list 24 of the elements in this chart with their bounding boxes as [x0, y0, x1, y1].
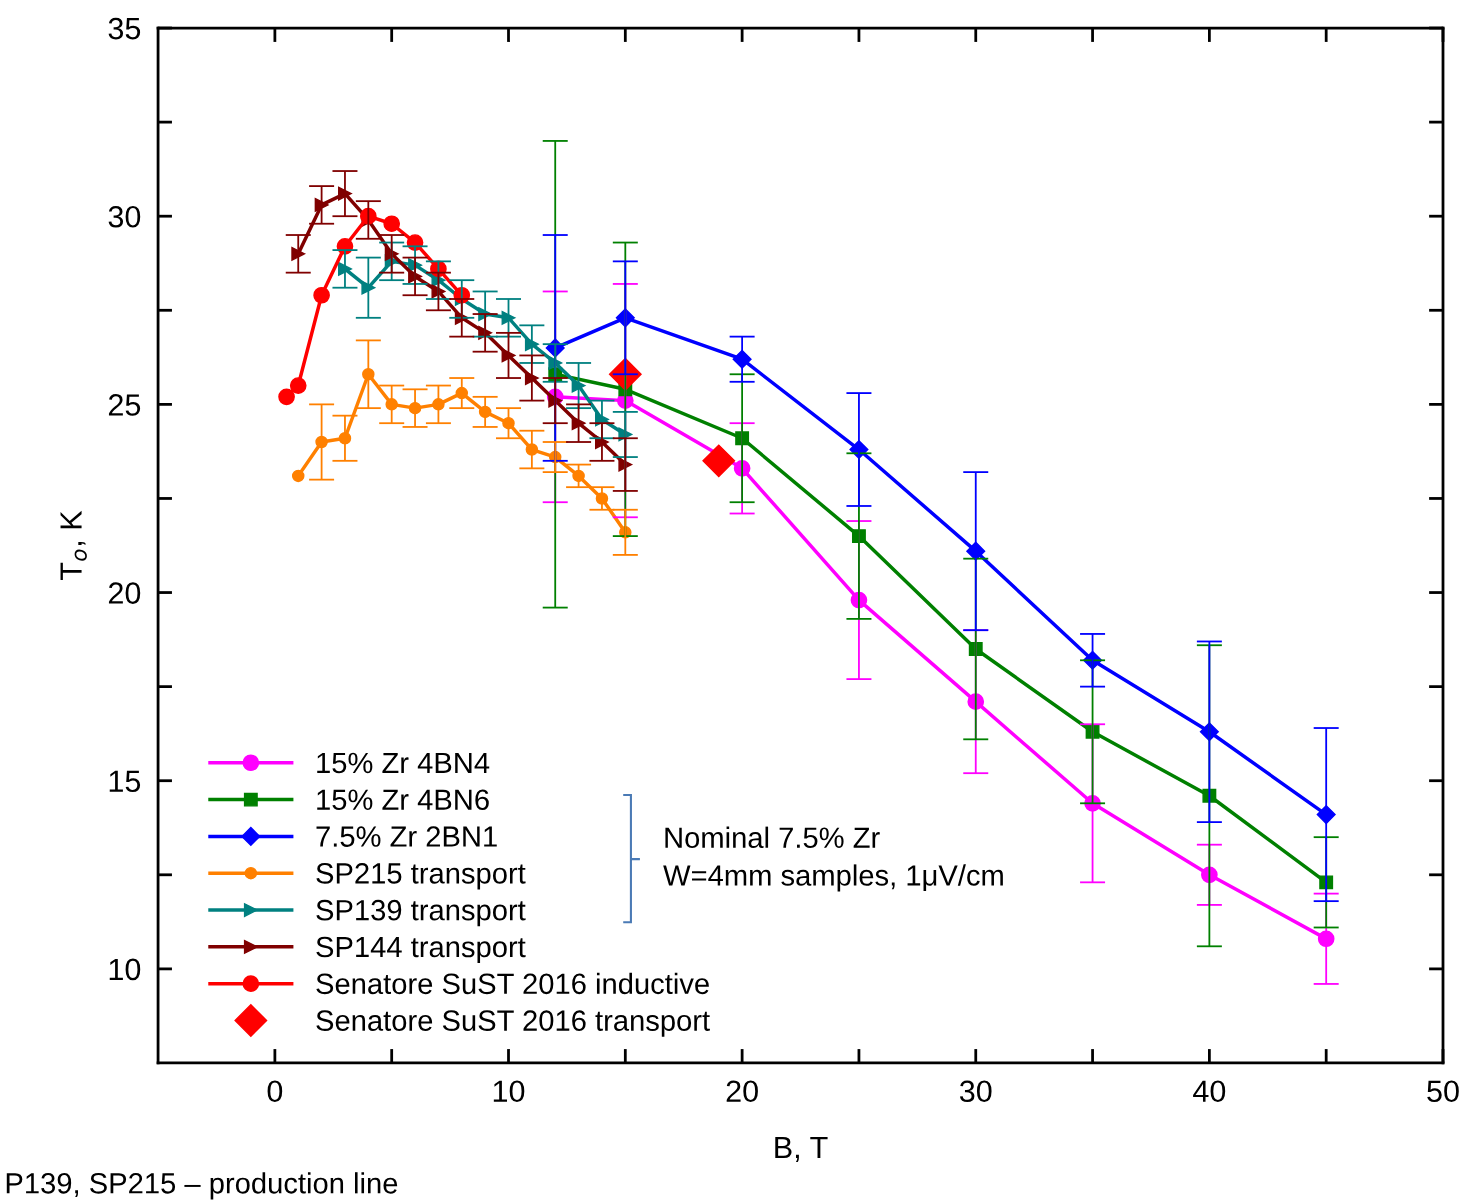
text: P139, SP215 – production line — [6, 1172, 398, 1200]
x-tick-label: 50 — [1427, 1080, 1459, 1103]
x-axis-title: B, T — [775, 1137, 828, 1162]
legend-label: Senatore SuST 2016 transport — [316, 1010, 710, 1037]
x-tick-label: 10 — [493, 1080, 525, 1103]
legend-label: 15% Zr 4BN6 — [317, 789, 489, 811]
y-tick-label: 10 — [109, 958, 141, 981]
y-tick-label: 20 — [108, 582, 141, 604]
legend-label: SP215 transport — [316, 863, 526, 890]
y-tick-label: 15 — [109, 770, 141, 793]
y-tick-label: 25 — [108, 394, 141, 416]
x-tick-label: 0 — [267, 1080, 283, 1103]
legend-label: SP144 transport — [316, 936, 526, 964]
annotation: Nominal 7.5% Zr W=4mm samples, 1μV/cm — [663, 826, 1003, 892]
y-tick-label: 30 — [108, 205, 141, 228]
legend-label: 7.5% Zr 2BN1 — [316, 826, 497, 847]
legend-label: SP139 transport — [316, 899, 526, 927]
x-tick-label: 20 — [726, 1080, 758, 1103]
legend-label: 15% Zr 4BN4 — [317, 752, 490, 774]
y-axis-title: T$_{o}$, K — [60, 510, 87, 580]
legend-label: Senatore SuST 2016 inductive — [316, 972, 709, 995]
x-tick-label: 30 — [959, 1080, 992, 1103]
x-tick-label: 40 — [1193, 1080, 1226, 1103]
y-tick-label: 35 — [108, 17, 141, 40]
